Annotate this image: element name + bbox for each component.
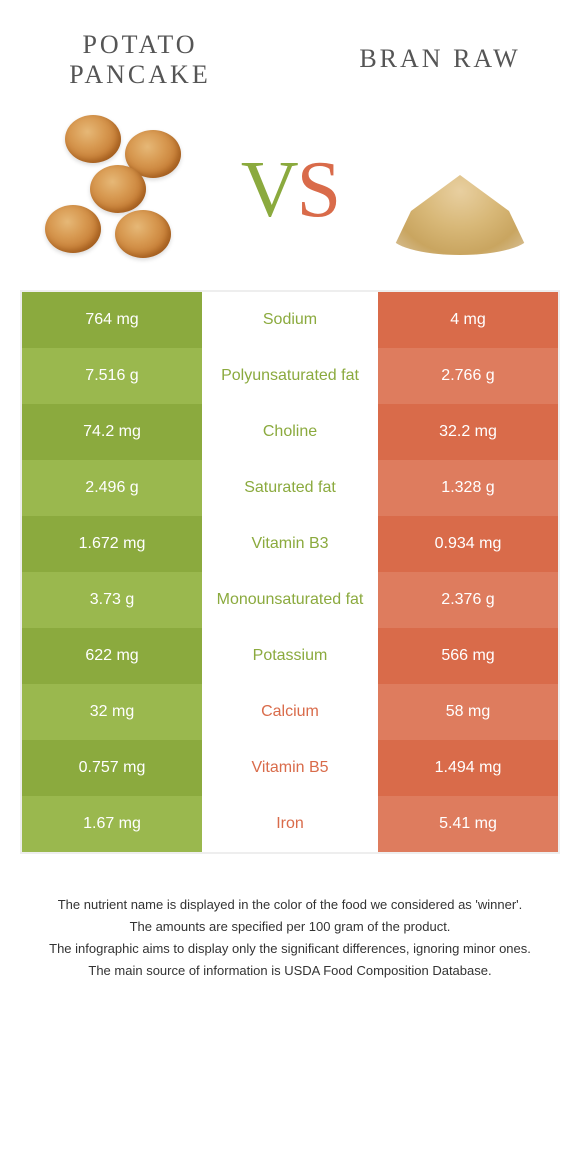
table-row: 74.2 mgCholine32.2 mg	[22, 404, 558, 460]
nutrient-name: Vitamin B5	[202, 740, 378, 796]
footer-notes: The nutrient name is displayed in the co…	[30, 894, 550, 982]
table-row: 3.73 gMonounsaturated fat2.376 g	[22, 572, 558, 628]
potato-pancake-image	[30, 110, 210, 270]
vs-s: S	[297, 146, 340, 234]
nutrient-name: Polyunsaturated fat	[202, 348, 378, 404]
vs-v: V	[241, 146, 297, 234]
nutrient-name: Monounsaturated fat	[202, 572, 378, 628]
table-row: 764 mgSodium4 mg	[22, 292, 558, 348]
vs-label: VS	[241, 145, 339, 236]
right-value: 1.328 g	[378, 460, 558, 516]
left-value: 7.516 g	[22, 348, 202, 404]
left-value: 622 mg	[22, 628, 202, 684]
left-value: 2.496 g	[22, 460, 202, 516]
table-row: 7.516 gPolyunsaturated fat2.766 g	[22, 348, 558, 404]
bran-raw-image	[370, 110, 550, 270]
right-value: 2.376 g	[378, 572, 558, 628]
left-value: 74.2 mg	[22, 404, 202, 460]
footer-line: The main source of information is USDA F…	[30, 960, 550, 982]
left-value: 764 mg	[22, 292, 202, 348]
right-value: 566 mg	[378, 628, 558, 684]
nutrient-name: Saturated fat	[202, 460, 378, 516]
nutrient-name: Calcium	[202, 684, 378, 740]
right-value: 2.766 g	[378, 348, 558, 404]
left-value: 3.73 g	[22, 572, 202, 628]
footer-line: The nutrient name is displayed in the co…	[30, 894, 550, 916]
nutrient-table: 764 mgSodium4 mg7.516 gPolyunsaturated f…	[20, 290, 560, 854]
header: POTATO PANCAKE BRAN RAW	[0, 0, 580, 100]
nutrient-name: Iron	[202, 796, 378, 852]
right-value: 32.2 mg	[378, 404, 558, 460]
left-value: 1.672 mg	[22, 516, 202, 572]
table-row: 32 mgCalcium58 mg	[22, 684, 558, 740]
right-food-title: BRAN RAW	[340, 44, 540, 74]
nutrient-name: Choline	[202, 404, 378, 460]
right-value: 5.41 mg	[378, 796, 558, 852]
left-value: 1.67 mg	[22, 796, 202, 852]
left-value: 32 mg	[22, 684, 202, 740]
right-value: 4 mg	[378, 292, 558, 348]
table-row: 1.67 mgIron5.41 mg	[22, 796, 558, 852]
table-row: 0.757 mgVitamin B51.494 mg	[22, 740, 558, 796]
right-value: 58 mg	[378, 684, 558, 740]
left-value: 0.757 mg	[22, 740, 202, 796]
images-row: VS	[0, 100, 580, 290]
right-value: 1.494 mg	[378, 740, 558, 796]
nutrient-name: Potassium	[202, 628, 378, 684]
table-row: 1.672 mgVitamin B30.934 mg	[22, 516, 558, 572]
nutrient-name: Vitamin B3	[202, 516, 378, 572]
nutrient-name: Sodium	[202, 292, 378, 348]
right-value: 0.934 mg	[378, 516, 558, 572]
table-row: 2.496 gSaturated fat1.328 g	[22, 460, 558, 516]
left-food-title: POTATO PANCAKE	[40, 30, 240, 90]
table-row: 622 mgPotassium566 mg	[22, 628, 558, 684]
footer-line: The amounts are specified per 100 gram o…	[30, 916, 550, 938]
footer-line: The infographic aims to display only the…	[30, 938, 550, 960]
